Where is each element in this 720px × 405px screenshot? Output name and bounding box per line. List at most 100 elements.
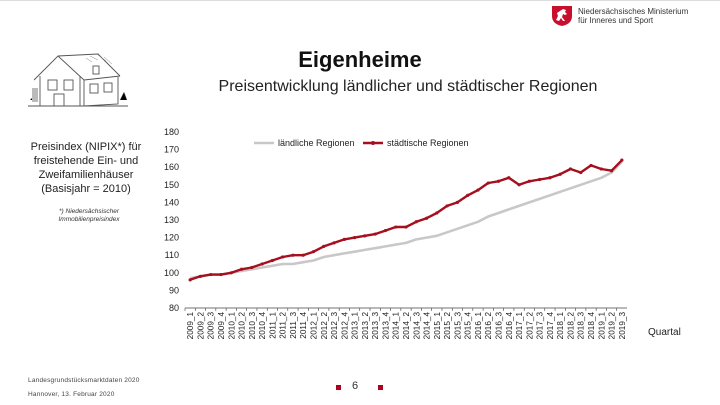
data-point-urban	[229, 271, 233, 275]
data-point-urban	[219, 272, 223, 277]
data-point-urban	[507, 176, 511, 180]
data-point-urban	[424, 216, 429, 220]
x-tick-label: 2014_1	[392, 312, 401, 340]
data-point-urban	[373, 232, 377, 236]
y-tick-label: 80	[169, 303, 179, 313]
legend-label-rural: ländliche Regionen	[278, 138, 355, 148]
x-tick-label: 2009_4	[217, 312, 226, 340]
legend-marker-urban	[371, 141, 375, 145]
data-point-urban	[558, 172, 562, 176]
x-tick-label: 2016_2	[484, 312, 493, 340]
x-tick-label: 2011_2	[279, 312, 288, 339]
footer: Landesgrundstücksmarktdaten 2020 Hannove…	[28, 374, 140, 402]
ministry-line1: Niedersächsisches Ministerium	[578, 7, 689, 16]
page-number: 6	[352, 380, 359, 392]
x-tick-label: 2009_2	[196, 312, 205, 340]
x-tick-label: 2009_3	[207, 312, 216, 340]
data-point-urban	[548, 176, 552, 180]
x-tick-label: 2018_4	[587, 312, 596, 340]
data-point-urban	[260, 262, 264, 266]
y-tick-label: 150	[164, 180, 179, 190]
ministry-line2: für Inneres und Sport	[578, 16, 654, 25]
x-tick-label: 2014_2	[402, 312, 411, 340]
chart-legend: ländliche Regionen städtische Regionen	[254, 138, 469, 148]
data-point-urban	[281, 255, 285, 259]
x-tick-label: 2009_1	[186, 312, 195, 340]
data-point-urban	[209, 272, 213, 277]
data-point-urban	[476, 188, 480, 192]
data-point-urban	[383, 228, 388, 233]
data-point-urban	[332, 241, 336, 245]
data-point-urban	[445, 204, 449, 208]
data-point-urban	[538, 177, 542, 182]
x-tick-label: 2017_4	[546, 312, 555, 340]
x-tick-label: 2016_1	[474, 312, 483, 340]
x-tick-label: 2019_1	[597, 312, 606, 340]
series-line-rural	[189, 160, 623, 280]
x-tick-label: 2010_3	[248, 312, 257, 340]
data-point-urban	[527, 179, 531, 183]
slide-subtitle: Preisentwicklung ländlicher und städtisc…	[218, 78, 598, 95]
y-tick-label: 160	[164, 162, 179, 172]
x-tick-label: 2011_4	[299, 312, 308, 339]
data-point-urban	[609, 169, 614, 173]
data-point-urban	[620, 158, 624, 162]
y-tick-label: 170	[164, 145, 179, 155]
data-point-urban	[486, 181, 490, 185]
data-point-urban	[455, 200, 459, 204]
x-tick-label: 2011_3	[289, 312, 298, 339]
x-tick-label: 2018_3	[577, 312, 586, 340]
data-point-urban	[568, 167, 573, 171]
x-tick-label: 2014_4	[423, 312, 432, 340]
saxony-horse-crest-icon	[552, 6, 572, 26]
data-point-urban	[517, 183, 521, 187]
y-tick-label: 90	[169, 285, 179, 295]
x-tick-label: 2012_3	[330, 312, 339, 340]
ministry-logo: Niedersächsisches Ministerium für Innere…	[550, 4, 718, 30]
ministry-name: Niedersächsisches Ministerium für Innere…	[578, 7, 688, 25]
data-point-urban	[188, 278, 192, 282]
footnote: *) Niedersächsischer Immobilienpreisinde…	[58, 208, 120, 223]
x-tick-label: 2016_3	[495, 312, 504, 340]
header-rule	[0, 0, 720, 1]
x-tick-label: 2013_3	[371, 312, 380, 340]
data-point-urban	[239, 267, 244, 271]
x-tick-label: 2012_4	[340, 312, 349, 340]
y-tick-label: 110	[165, 250, 179, 260]
x-tick-label: 2014_3	[412, 312, 421, 340]
slide-title: Eigenheime	[298, 47, 422, 72]
y-tick-label: 130	[164, 215, 179, 225]
x-tick-label: 2010_1	[227, 312, 236, 340]
y-tick-label: 100	[164, 268, 179, 278]
data-point-urban	[301, 253, 305, 257]
data-point-urban	[496, 179, 501, 183]
data-point-urban	[291, 253, 295, 257]
page-marker-right	[378, 385, 383, 390]
page-marker-left	[336, 385, 341, 390]
x-tick-label: 2011_1	[268, 312, 277, 339]
data-point-urban	[435, 211, 439, 215]
x-tick-label: 2013_4	[381, 312, 390, 340]
data-point-urban	[414, 220, 418, 224]
x-tick-label: 2012_1	[309, 312, 318, 340]
data-point-urban	[599, 167, 603, 171]
x-tick-label: 2016_4	[505, 312, 514, 340]
house-illustration	[28, 53, 128, 107]
data-point-urban	[198, 274, 203, 278]
x-tick-label: 2015_2	[443, 312, 452, 340]
price-index-chart: ländliche Regionen städtische Regionen 80…	[164, 127, 627, 340]
x-tick-label: 2019_2	[608, 312, 617, 340]
x-tick-label: 2015_4	[464, 312, 473, 340]
x-tick-label: 2010_2	[238, 312, 247, 340]
legend-label-urban: städtische Regionen	[387, 138, 469, 148]
x-tick-label: 2015_1	[433, 312, 442, 340]
data-point-urban	[353, 236, 357, 240]
y-tick-label: 120	[164, 233, 179, 243]
x-tick-label: 2017_1	[515, 312, 524, 340]
data-point-urban	[579, 170, 583, 175]
data-point-urban	[394, 225, 398, 229]
series-line-urban	[189, 159, 623, 281]
x-tick-label: 2018_1	[556, 312, 565, 340]
x-tick-label: 2017_2	[525, 312, 534, 340]
data-point-urban	[270, 258, 274, 263]
